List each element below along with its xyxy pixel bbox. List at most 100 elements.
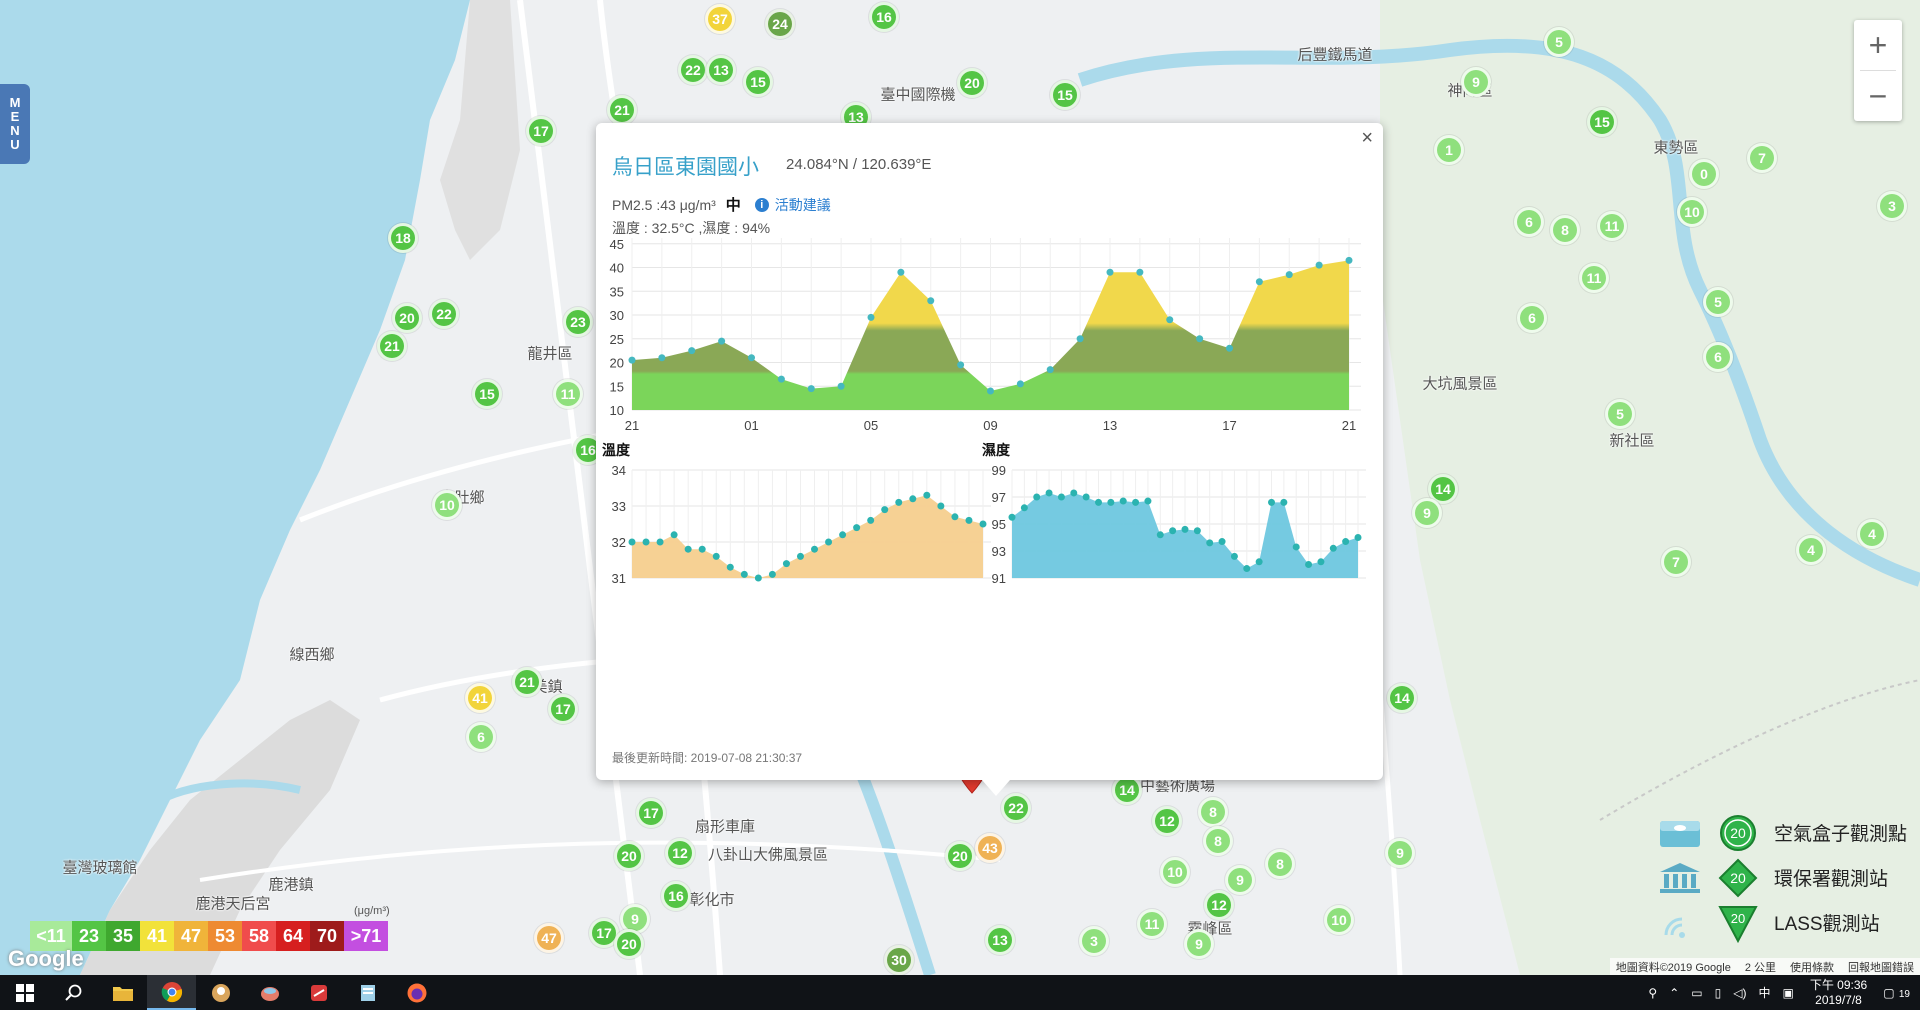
sensor-marker[interactable]: 17 (636, 798, 666, 828)
sensor-marker[interactable]: 9 (1412, 498, 1442, 528)
sensor-marker[interactable]: 3 (1877, 191, 1907, 221)
sensor-marker[interactable]: 21 (512, 667, 542, 697)
zoom-in-button[interactable]: + (1868, 26, 1888, 63)
chrome-button[interactable] (147, 975, 196, 1010)
sensor-marker[interactable]: 22 (1001, 793, 1031, 823)
app-button-4[interactable] (343, 975, 392, 1010)
zoom-out-button[interactable]: − (1868, 77, 1888, 114)
sensor-marker[interactable]: 12 (1204, 890, 1234, 920)
sensor-marker[interactable]: 14 (1387, 683, 1417, 713)
sensor-marker[interactable]: 8 (1550, 215, 1580, 245)
sensor-marker[interactable]: 7 (1661, 547, 1691, 577)
sensor-marker[interactable]: 20 (392, 303, 422, 333)
sensor-marker[interactable]: 8 (1203, 826, 1233, 856)
sensor-marker[interactable]: 5 (1605, 399, 1635, 429)
sensor-marker[interactable]: 10 (1677, 197, 1707, 227)
sensor-marker[interactable]: 11 (553, 379, 583, 409)
network-icon[interactable]: ▭ (1691, 985, 1703, 1000)
activity-advice-link[interactable]: 活動建議 (774, 196, 831, 213)
clock[interactable]: 下午 09:36 2019/7/8 (1810, 978, 1867, 1008)
sensor-marker[interactable]: 17 (589, 918, 619, 948)
sensor-marker[interactable]: 16 (661, 881, 691, 911)
search-button[interactable] (49, 975, 98, 1010)
sensor-marker[interactable]: 6 (466, 722, 496, 752)
sensor-marker[interactable]: 8 (1265, 849, 1295, 879)
sensor-marker[interactable]: 15 (743, 67, 773, 97)
sensor-marker[interactable]: 10 (1160, 857, 1190, 887)
app-button-1[interactable] (196, 975, 245, 1010)
sensor-marker[interactable]: 6 (1703, 342, 1733, 372)
app-button-3[interactable] (294, 975, 343, 1010)
sensor-marker[interactable]: 9 (1385, 838, 1415, 868)
sensor-marker[interactable]: 11 (1137, 909, 1167, 939)
sensor-marker[interactable]: 20 (945, 841, 975, 871)
sensor-marker[interactable]: 12 (1152, 806, 1182, 836)
sensor-marker[interactable]: 9 (1184, 929, 1214, 959)
sensor-marker[interactable]: 43 (975, 833, 1005, 863)
battery-icon[interactable]: ▯ (1714, 985, 1722, 1000)
sensor-marker[interactable]: 41 (465, 683, 495, 713)
sensor-marker[interactable]: 10 (1324, 905, 1354, 935)
sensor-marker[interactable]: 20 (614, 929, 644, 959)
sensor-marker[interactable]: 9 (1225, 865, 1255, 895)
notification-center-button[interactable]: ▢ 19 (1883, 986, 1910, 1000)
temperature-chart-data-point (937, 502, 945, 510)
sensor-marker[interactable]: 20 (957, 68, 987, 98)
sensor-marker[interactable]: 17 (548, 694, 578, 724)
sensor-marker[interactable]: 21 (607, 95, 637, 125)
volume-icon[interactable]: ◁) (1733, 985, 1747, 1000)
firefox-button[interactable] (392, 975, 441, 1010)
sensor-marker[interactable]: 10 (432, 490, 462, 520)
chrome-icon (161, 981, 182, 1002)
sensor-marker[interactable]: 16 (869, 2, 899, 32)
sensor-marker[interactable]: 6 (1517, 303, 1547, 333)
sensor-marker[interactable]: 5 (1703, 287, 1733, 317)
sensor-marker[interactable]: 15 (1050, 80, 1080, 110)
sensor-marker[interactable]: 15 (472, 379, 502, 409)
sensor-marker[interactable]: 22 (678, 55, 708, 85)
report-error-link[interactable]: 回報地圖錯誤 (1848, 962, 1914, 974)
sensor-marker[interactable]: 4 (1857, 519, 1887, 549)
sensor-marker[interactable]: 20 (614, 841, 644, 871)
sensor-marker[interactable]: 3 (1079, 926, 1109, 956)
sensor-marker[interactable]: 23 (563, 307, 593, 337)
sensor-marker[interactable]: 24 (765, 9, 795, 39)
people-icon[interactable]: ⚲ (1648, 985, 1658, 1000)
sensor-marker[interactable]: 4 (1796, 535, 1826, 565)
sensor-marker[interactable]: 1 (1434, 135, 1464, 165)
sensor-marker[interactable]: 9 (1461, 67, 1491, 97)
app-button-2[interactable] (245, 975, 294, 1010)
sensor-marker[interactable]: 12 (665, 838, 695, 868)
sensor-marker[interactable]: 37 (705, 4, 735, 34)
sensor-marker[interactable]: 11 (1597, 211, 1627, 241)
info-icon[interactable]: i (754, 197, 769, 212)
sensor-marker[interactable]: 14 (1112, 775, 1142, 805)
sensor-marker[interactable]: 17 (526, 116, 556, 146)
terms-link[interactable]: 使用條款 (1790, 962, 1834, 974)
ime-indicator[interactable]: 中 (1758, 986, 1771, 1000)
sensor-marker[interactable]: 22 (429, 299, 459, 329)
sensor-marker[interactable]: 13 (985, 925, 1015, 955)
app-icon (310, 984, 327, 1001)
file-explorer-button[interactable] (98, 975, 147, 1010)
close-popup-button[interactable]: × (1361, 127, 1373, 149)
sensor-marker[interactable]: 11 (1579, 263, 1609, 293)
sensor-marker[interactable]: 13 (706, 55, 736, 85)
sensor-marker[interactable]: 6 (1514, 207, 1544, 237)
sensor-marker[interactable]: 5 (1544, 27, 1574, 57)
sensor-marker[interactable]: 18 (388, 223, 418, 253)
pm25-summary: PM2.5 :43 μg/m³ 中 i 活動建議 (612, 194, 831, 215)
sensor-marker[interactable]: 8 (1198, 797, 1228, 827)
sensor-marker[interactable]: 47 (534, 923, 564, 953)
sensor-marker[interactable]: 0 (1689, 159, 1719, 189)
sensor-marker[interactable]: 21 (377, 331, 407, 361)
sensor-marker[interactable]: 7 (1747, 143, 1777, 173)
keyboard-icon[interactable]: ▣ (1782, 985, 1794, 1000)
sensor-marker[interactable]: 15 (1587, 107, 1617, 137)
humidity-chart-data-point (1292, 543, 1300, 551)
pm25-data-point (957, 361, 965, 369)
chevron-up-icon[interactable]: ⌃ (1669, 985, 1680, 1000)
sensor-marker[interactable]: 30 (884, 945, 914, 975)
start-button[interactable] (0, 975, 49, 1010)
